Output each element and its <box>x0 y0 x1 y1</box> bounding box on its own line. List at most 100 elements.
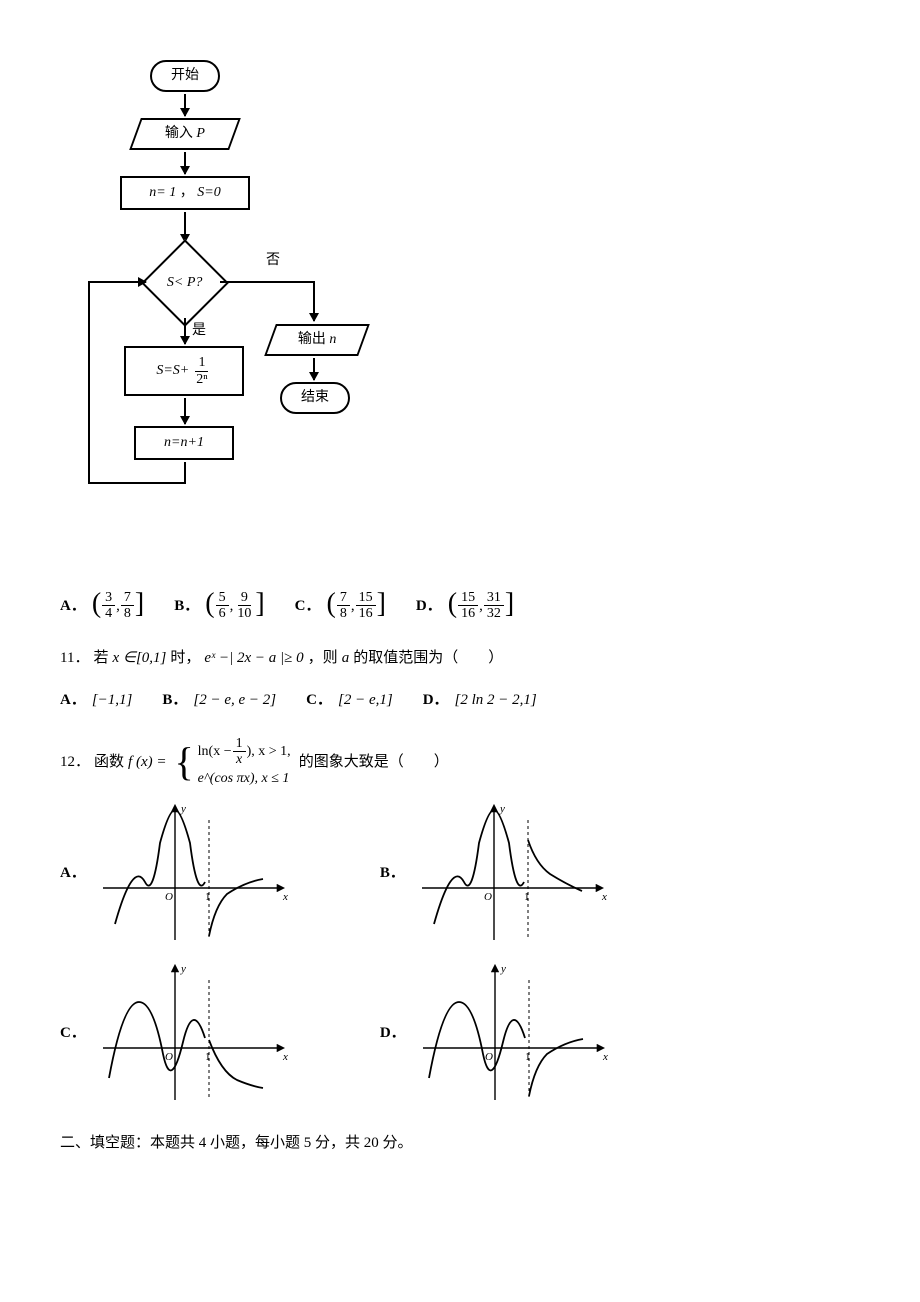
svg-text:1: 1 <box>205 891 211 903</box>
flowchart-line <box>184 462 186 484</box>
left-brace-icon: { <box>174 744 193 780</box>
svg-text:y: y <box>180 963 186 975</box>
q12-option-c[interactable]: C． x y O 1 <box>60 963 290 1103</box>
option-label: D． <box>416 594 442 618</box>
option-label: A． <box>60 688 86 712</box>
svg-text:O: O <box>485 1051 493 1063</box>
option-label: B． <box>174 594 199 618</box>
option-label: A． <box>60 861 86 885</box>
flowchart-output-text: 输出 <box>298 332 326 347</box>
graph-b-svg: x y O 1 <box>419 803 609 943</box>
q12-text2: 的图象大致是（ ） <box>299 750 449 774</box>
svg-text:x: x <box>602 1051 608 1063</box>
q12-case2: e^(cos πx), x ≤ 1 <box>198 768 291 789</box>
option-label: A． <box>60 594 86 618</box>
q10-option-d[interactable]: D．(1516,3132] <box>416 590 514 622</box>
q12-case1-a: ln(x − <box>198 741 232 762</box>
q10-option-b[interactable]: B．(56,910] <box>174 590 264 622</box>
flowchart-frac-den: 2ⁿ <box>193 372 210 387</box>
flowchart-frac-num: 1 <box>195 355 208 371</box>
flowchart-arrow <box>184 212 186 242</box>
interval-value: (56,910] <box>205 590 264 622</box>
q12-option-b[interactable]: B． x y O 1 <box>380 803 609 943</box>
q11-option-b[interactable]: B． [2 − e, e − 2] <box>162 688 276 712</box>
flowchart-line <box>220 281 315 283</box>
section-2-heading: 二、填空题：本题共 4 小题，每小题 5 分，共 20 分。 <box>60 1131 860 1155</box>
q11-option-d[interactable]: D． [2 ln 2 − 2,1] <box>423 688 537 712</box>
q11-opt-d-val: [2 ln 2 − 2,1] <box>455 688 537 712</box>
flowchart-update-s-left: S=S+ <box>156 360 189 382</box>
flowchart-output-var: n <box>329 332 336 347</box>
q12-option-d[interactable]: D． x y O 1 <box>380 963 610 1103</box>
flowchart-arrow <box>184 94 186 116</box>
option-label: B． <box>380 861 405 885</box>
svg-text:y: y <box>500 963 506 975</box>
q11-math-a: a <box>342 646 350 670</box>
flowchart-yes-label: 是 <box>192 320 206 342</box>
q12-number: 12． <box>60 750 90 774</box>
svg-text:x: x <box>282 891 288 903</box>
svg-text:1: 1 <box>205 1051 211 1063</box>
svg-text:y: y <box>499 803 505 815</box>
q11-opt-a-val: [−1,1] <box>92 688 133 712</box>
svg-text:O: O <box>484 891 492 903</box>
flowchart-input-var: P <box>196 126 205 141</box>
flowchart-end-label: 结束 <box>301 387 329 409</box>
option-label: D． <box>380 1021 406 1045</box>
q12-graph-row-1: A． x y O 1 B． x y O 1 <box>60 803 860 943</box>
flowchart-output-node: 输出 n <box>264 324 370 356</box>
svg-text:1: 1 <box>524 891 530 903</box>
q11-text4: 的取值范围为（ ） <box>353 646 503 670</box>
q12-case1-b: ), x > 1, <box>247 741 291 762</box>
flowchart-init-n: n= 1 <box>149 185 176 200</box>
q11-opt-b-val: [2 − e, e − 2] <box>193 688 276 712</box>
flowchart-arrow <box>184 152 186 174</box>
q11-opt-c-val: [2 − e,1] <box>338 688 393 712</box>
flowchart-start-node: 开始 <box>150 60 220 92</box>
flowchart-arrow <box>313 281 315 321</box>
flowchart-arrow <box>184 318 186 344</box>
flowchart-input-text: 输入 <box>165 126 193 141</box>
flowchart-line <box>88 282 90 484</box>
q11-math-x: x ∈[0,1] <box>112 646 166 670</box>
flowchart-end-node: 结束 <box>280 382 350 414</box>
q11-text1: 若 <box>93 646 108 670</box>
flowchart-init-s: S=0 <box>197 185 220 200</box>
svg-text:O: O <box>165 1051 173 1063</box>
q12-piecewise: { ln(x − 1 x ), x > 1, e^(cos πx), x ≤ 1 <box>174 736 290 789</box>
flowchart-arrow <box>313 358 315 380</box>
q10-option-a[interactable]: A．(34,78] <box>60 590 144 622</box>
q10-option-c[interactable]: C．(78,1516] <box>295 590 386 622</box>
interval-value: (1516,3132] <box>448 590 514 622</box>
q11-text3: ，则 <box>308 646 338 670</box>
flowchart-arrow <box>184 398 186 424</box>
graph-a-svg: x y O 1 <box>100 803 290 943</box>
q11-number: 11． <box>60 646 89 670</box>
flowchart-diagram: 开始 输入 P n= 1 ， S=0 S< P? 是 否 S=S+ 1 2ⁿ <box>80 60 860 560</box>
flowchart-init-node: n= 1 ， S=0 <box>120 176 250 210</box>
flowchart-update-n-node: n=n+1 <box>134 426 234 460</box>
q12-option-a[interactable]: A． x y O 1 <box>60 803 290 943</box>
option-label: B． <box>162 688 187 712</box>
q12-fx-label: f (x) = <box>128 750 166 774</box>
q11-options: A． [−1,1] B． [2 − e, e − 2] C． [2 − e,1]… <box>60 688 860 712</box>
svg-text:y: y <box>180 803 186 815</box>
interval-value: (78,1516] <box>327 590 386 622</box>
option-label: C． <box>295 594 321 618</box>
svg-text:x: x <box>282 1051 288 1063</box>
option-label: D． <box>423 688 449 712</box>
q11-option-c[interactable]: C． [2 − e,1] <box>306 688 393 712</box>
q10-options: A．(34,78] B．(56,910] C．(78,1516] D．(1516,31… <box>60 590 860 622</box>
flowchart-update-s-node: S=S+ 1 2ⁿ <box>124 346 244 396</box>
q11-option-a[interactable]: A． [−1,1] <box>60 688 132 712</box>
q12-graph-row-2: C． x y O 1 D． x y O 1 <box>60 963 860 1103</box>
q11-math-ineq: eˣ −| 2x − a |≥ 0 <box>204 646 303 670</box>
q12-case1-frac-num: 1 <box>233 736 246 752</box>
flowchart-line <box>88 482 186 484</box>
graph-c-svg: x y O 1 <box>100 963 290 1103</box>
flowchart-comma: ， <box>180 185 194 200</box>
flowchart-start-label: 开始 <box>171 65 199 87</box>
svg-text:O: O <box>165 891 173 903</box>
graph-d-svg: x y O 1 <box>420 963 610 1103</box>
q12-text1: 函数 <box>94 750 124 774</box>
